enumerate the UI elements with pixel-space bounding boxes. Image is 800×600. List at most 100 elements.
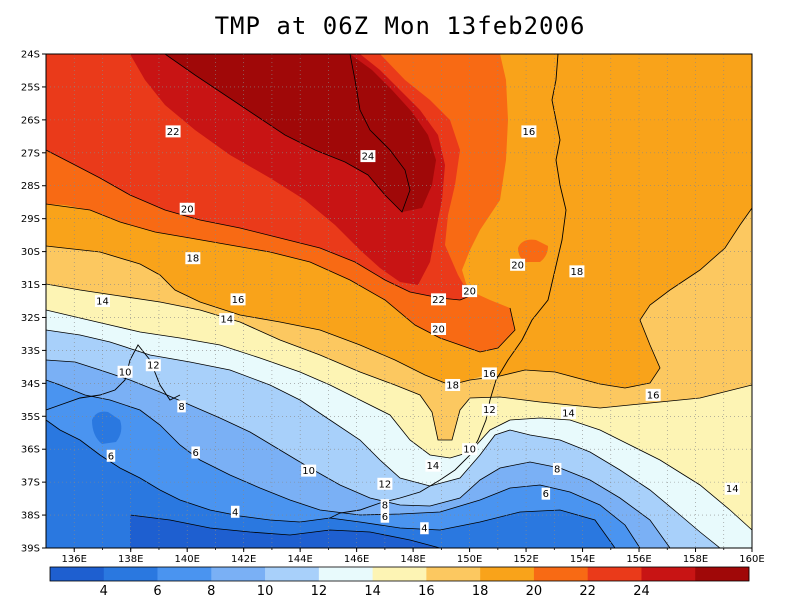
longitude-axis: 136E 138E 140E 142E 144E 146E 148E 150E 152E 154E…	[62, 548, 765, 565]
contour-label-bg	[481, 367, 497, 380]
lon-tick-label: 156E	[626, 554, 651, 565]
contour-line-22	[46, 149, 471, 301]
contour-label-text: 8	[178, 402, 184, 413]
contour-label: 20	[462, 285, 478, 298]
contour-label-text: 16	[523, 127, 536, 138]
colorbar-label: 24	[633, 584, 650, 599]
contour-label-bg	[445, 378, 461, 391]
contour-label: 6	[380, 510, 390, 523]
lon-tick-label: 136E	[62, 554, 87, 565]
contour-label-text: 16	[647, 390, 660, 401]
contour-label: 16	[645, 388, 661, 401]
contour-label-text: 12	[379, 479, 392, 490]
colorbar-label: 4	[100, 584, 108, 599]
contour-label-bg	[380, 499, 390, 512]
contour-label-bg	[425, 459, 441, 472]
lon-tick-label: 146E	[344, 554, 369, 565]
lat-tick-label: 29S	[21, 214, 40, 225]
contour-label-text: 14	[427, 461, 440, 472]
contour-label-bg	[219, 313, 235, 326]
contour-label: 10	[301, 464, 317, 477]
colorbar-label: 20	[526, 584, 543, 599]
lat-tick-label: 27S	[21, 148, 40, 159]
map-grid	[46, 54, 752, 548]
lon-tick-label: 154E	[570, 554, 595, 565]
lat-tick-label: 39S	[21, 544, 40, 555]
contour-label-bg	[117, 365, 133, 378]
contour-label: 8	[552, 462, 562, 475]
contour-label: 14	[425, 459, 441, 472]
colorbar-label: 10	[257, 584, 274, 599]
colorbar-swatch	[587, 567, 642, 581]
contour-label-bg	[230, 505, 240, 518]
contour-label-text: 10	[302, 466, 315, 477]
contour-label: 18	[445, 378, 461, 391]
colorbar-label: 16	[418, 584, 435, 599]
contour-label: 20	[431, 322, 447, 335]
contour-label-text: 20	[511, 260, 524, 271]
colorbar-swatch	[157, 567, 212, 581]
contour-label-text: 6	[192, 448, 198, 459]
lat-tick-label: 34S	[21, 379, 40, 390]
contour-label: 18	[569, 265, 585, 278]
colorbar-label: 18	[472, 584, 489, 599]
band-20-22-island	[518, 239, 548, 262]
contour-label-bg	[510, 258, 526, 271]
map-frame	[45, 53, 753, 549]
filled-contours: 22 24 16 20 18 20 18 14 16 22 20 14 20 12 10 16 18 16 8 12 1…	[46, 54, 752, 548]
contour-label: 24	[360, 150, 376, 163]
colorbar-label: 14	[364, 584, 381, 599]
contour-label: 16	[521, 125, 537, 138]
contour-label-text: 4	[232, 507, 238, 518]
contour-label-bg	[179, 202, 195, 215]
band-below-4	[130, 515, 440, 548]
contour-label-bg	[462, 443, 478, 456]
colorbar-swatch	[426, 567, 481, 581]
lat-tick-label: 24S	[21, 50, 40, 61]
contour-line-14	[46, 309, 752, 531]
colorbar-swatch	[103, 567, 158, 581]
contour-label-bg	[724, 482, 740, 495]
contour-label: 14	[724, 482, 740, 495]
colorbar-label: 8	[207, 584, 215, 599]
contour-label-text: 24	[362, 152, 375, 163]
lat-tick-label: 28S	[21, 181, 40, 192]
contour-label: 14	[560, 406, 576, 419]
contour-label-text: 12	[483, 405, 496, 416]
contour-label-bg	[560, 406, 576, 419]
colorbar-label: 6	[153, 584, 161, 599]
contour-label: 22	[431, 293, 447, 306]
lat-tick-label: 26S	[21, 115, 40, 126]
lon-tick-label: 138E	[118, 554, 143, 565]
contour-label-bg	[230, 293, 246, 306]
contour-line-10	[46, 359, 671, 548]
lon-tick-label: 140E	[174, 554, 199, 565]
band-26-plus	[165, 54, 436, 212]
contour-label-bg	[165, 125, 181, 138]
lon-tick-label: 148E	[400, 554, 425, 565]
lat-tick-label: 30S	[21, 247, 40, 258]
contour-label-text: 18	[186, 254, 199, 265]
contour-label-text: 14	[726, 484, 739, 495]
contour-label-bg	[645, 388, 661, 401]
contour-label: 12	[377, 477, 393, 490]
colorbar-swatch	[372, 567, 427, 581]
contour-label-bg	[481, 403, 497, 416]
contour-line-4	[129, 514, 441, 548]
colorbar-swatch	[265, 567, 320, 581]
contour-label-text: 4	[421, 524, 427, 535]
contour-line-8	[46, 379, 641, 548]
lon-tick-label: 150E	[457, 554, 482, 565]
lat-tick-label: 33S	[21, 346, 40, 357]
contour-label-bg	[521, 125, 537, 138]
contour-label-text: 14	[96, 297, 109, 308]
contour-label: 4	[230, 505, 240, 518]
contour-label-bg	[185, 252, 201, 265]
colorbar-swatch	[695, 567, 750, 581]
contour-label-text: 20	[432, 324, 445, 335]
colorbar: 4 6 8 10 12 14 16 18 20 22 24	[49, 566, 750, 599]
contour-label-bg	[377, 477, 393, 490]
contour-label: 20	[510, 258, 526, 271]
colorbar-swatch	[318, 567, 373, 581]
contour-label-text: 14	[562, 408, 575, 419]
